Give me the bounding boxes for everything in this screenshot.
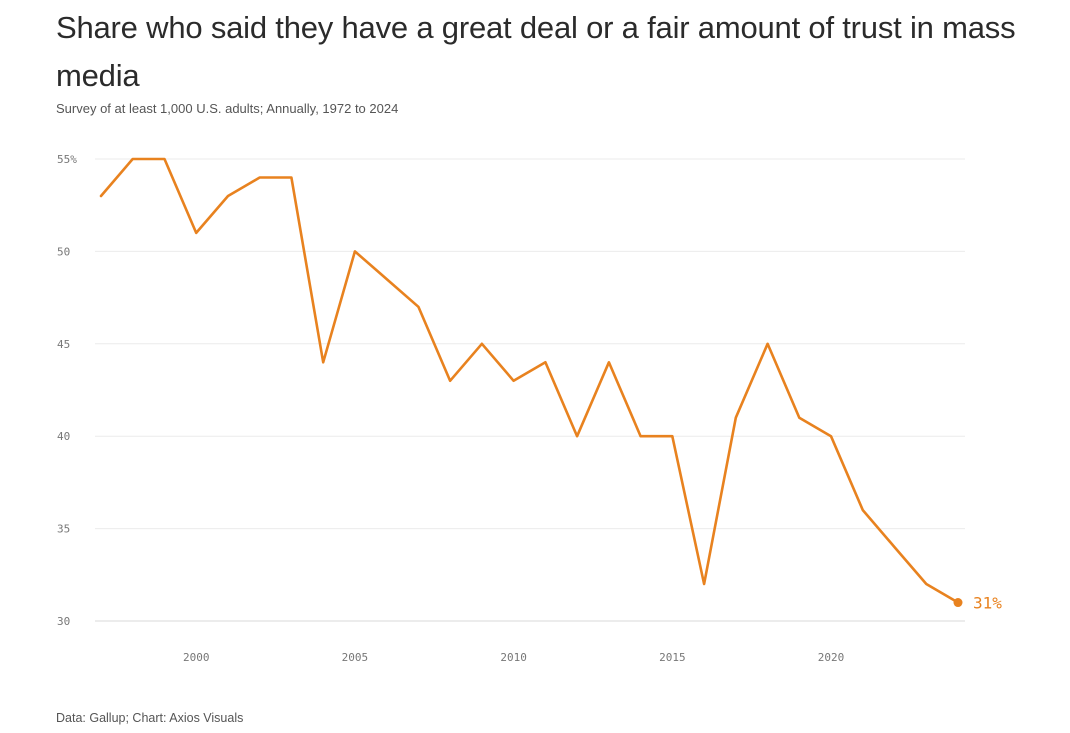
y-tick-label: 55% [57,153,77,166]
x-tick-label: 2020 [818,651,845,664]
y-axis-ticks: 55% 50 45 40 35 30 [57,153,77,628]
end-point-marker [953,598,963,608]
end-value-label: 31% [973,594,1002,613]
x-axis-ticks: 2000 2005 2010 2015 2020 [183,651,844,664]
y-tick-label: 40 [57,430,70,443]
x-tick-label: 2010 [500,651,527,664]
chart-subtitle: Survey of at least 1,000 U.S. adults; An… [56,101,399,116]
line-chart: 55% 50 45 40 35 30 2000 2005 2010 2015 2020 31% [57,153,1002,664]
y-tick-label: 35 [57,523,70,536]
y-tick-label: 30 [57,615,70,628]
chart-source: Data: Gallup; Chart: Axios Visuals [56,711,244,725]
x-tick-label: 2015 [659,651,686,664]
y-tick-label: 50 [57,245,70,258]
gridlines [95,158,965,622]
series-layer: 31% [99,157,1002,613]
y-tick-label: 45 [57,338,70,351]
x-tick-label: 2000 [183,651,210,664]
chart-title: Share who said they have a great deal or… [56,10,1016,93]
x-tick-label: 2005 [342,651,369,664]
series-line [99,157,960,604]
